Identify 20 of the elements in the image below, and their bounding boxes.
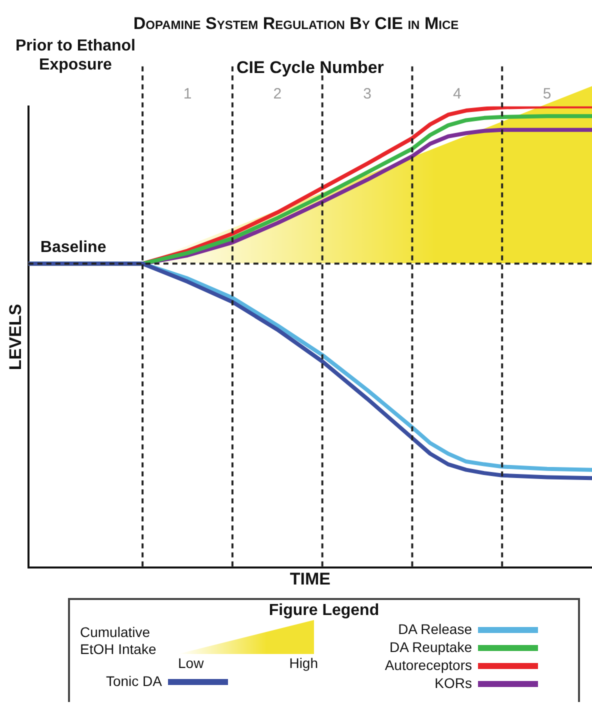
y-axis-title: LEVELS (6, 304, 25, 370)
x-tick-label: 5 (542, 86, 552, 103)
ref-line-label: Baseline (40, 239, 106, 256)
x-tick-label: 4 (452, 86, 462, 103)
legend-title: Figure Legend (268, 602, 380, 620)
legend-label: DA Reuptake (388, 639, 472, 656)
text: High (289, 655, 318, 671)
x-tick-label: 3 (363, 86, 372, 103)
legend-label: Autoreceptors (384, 657, 472, 674)
legend-label: DA Release (397, 621, 472, 638)
x-tick-label: 1 (183, 86, 192, 103)
text: Cumulative EtOH Intake (80, 623, 158, 658)
legend-label: Tonic DA (104, 673, 162, 690)
text: Prior to Ethanol Exposure (15, 37, 136, 74)
legend-label: KORs (434, 675, 472, 692)
chart-title: Dopamine System Regulation By CIE in Mice (132, 13, 460, 34)
x-axis-title: TIME (290, 569, 331, 588)
text: CIE Cycle Number (236, 58, 384, 77)
x-tick-label: 2 (273, 86, 282, 103)
text: Low (178, 655, 204, 671)
